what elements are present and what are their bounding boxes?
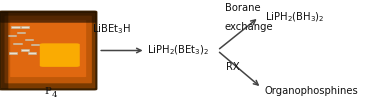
Text: LiPH$_2$(BEt$_3$)$_2$: LiPH$_2$(BEt$_3$)$_2$ — [147, 44, 210, 57]
Bar — [31, 44, 39, 45]
Bar — [28, 52, 36, 54]
Text: Borane: Borane — [225, 3, 260, 13]
FancyBboxPatch shape — [40, 43, 80, 67]
Text: RX: RX — [226, 62, 240, 72]
Text: LiBEt$_3$H: LiBEt$_3$H — [92, 23, 131, 36]
FancyBboxPatch shape — [1, 12, 8, 89]
FancyBboxPatch shape — [0, 12, 96, 89]
Bar — [21, 49, 29, 50]
Bar — [8, 35, 16, 36]
Bar — [13, 43, 22, 44]
Text: 4: 4 — [51, 91, 57, 99]
Bar — [9, 52, 17, 54]
FancyBboxPatch shape — [0, 12, 96, 23]
FancyBboxPatch shape — [5, 16, 92, 83]
Text: LiPH$_2$(BH$_3$)$_2$: LiPH$_2$(BH$_3$)$_2$ — [265, 10, 324, 24]
Bar — [17, 32, 25, 33]
Text: Organophosphines: Organophosphines — [265, 86, 358, 96]
FancyBboxPatch shape — [10, 20, 86, 77]
Bar — [11, 26, 20, 28]
Text: exchange: exchange — [225, 22, 274, 32]
Bar — [21, 26, 29, 28]
Text: P: P — [45, 87, 51, 96]
Bar — [25, 39, 33, 40]
